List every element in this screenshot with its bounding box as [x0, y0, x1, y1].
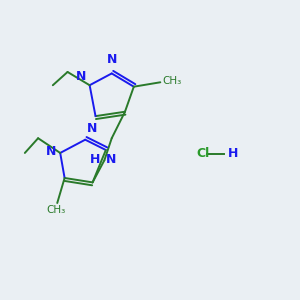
Text: N: N — [76, 70, 87, 83]
Text: H: H — [228, 147, 238, 160]
Text: N: N — [106, 153, 116, 166]
Text: CH₃: CH₃ — [46, 206, 65, 215]
Text: N: N — [45, 145, 56, 158]
Text: H: H — [90, 153, 100, 166]
Text: Cl: Cl — [196, 147, 210, 160]
Text: N: N — [87, 122, 97, 135]
Text: N: N — [106, 53, 117, 66]
Text: CH₃: CH₃ — [163, 76, 182, 86]
